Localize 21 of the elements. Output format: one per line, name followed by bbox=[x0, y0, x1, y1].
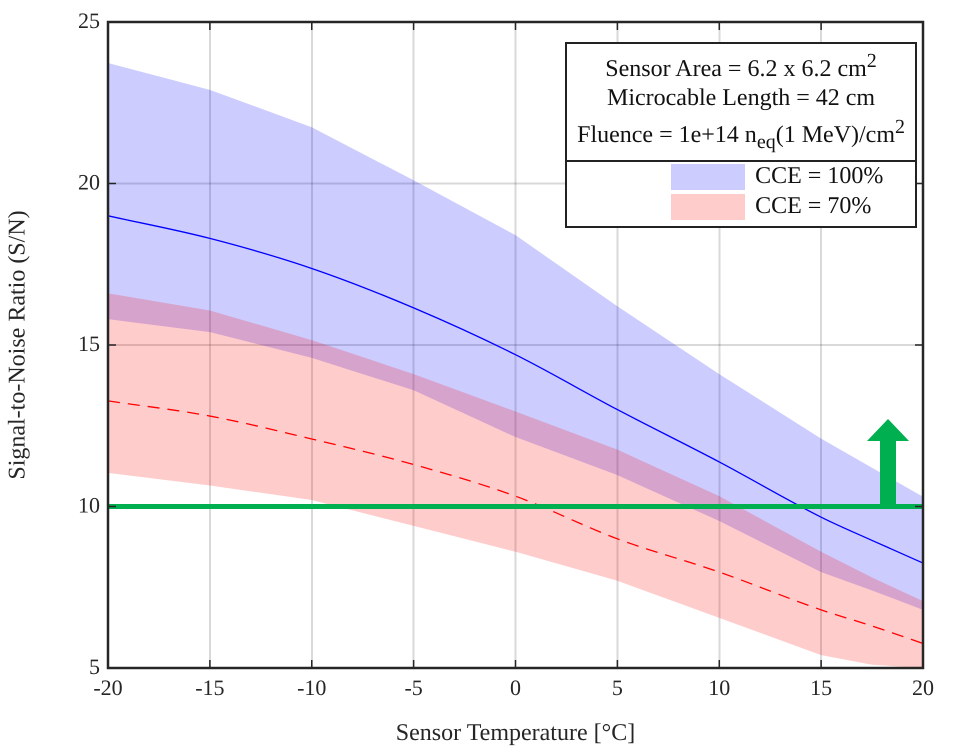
y-axis-title: Signal-to-Noise Ratio (S/N) bbox=[4, 210, 31, 480]
legend-label: CCE = 70% bbox=[755, 193, 872, 220]
x-tick-label: -10 bbox=[297, 674, 326, 700]
x-tick-label: 0 bbox=[510, 674, 521, 700]
y-tick-label: 10 bbox=[78, 492, 100, 518]
y-tick-label: 20 bbox=[78, 169, 100, 194]
x-axis-title: Sensor Temperature [°C] bbox=[396, 720, 636, 746]
annotation: Sensor Area = 6.2 x 6.2 cm$^{2}$ bbox=[605, 50, 877, 82]
x-tick-label: 10 bbox=[708, 674, 730, 700]
line-series bbox=[108, 400, 923, 644]
y-tick-label: 15 bbox=[78, 330, 100, 356]
x-tick-label: -5 bbox=[404, 674, 423, 700]
y-tick-label: 25 bbox=[78, 8, 100, 33]
line-series bbox=[108, 215, 923, 564]
x-tick-label: 15 bbox=[810, 674, 832, 700]
x-tick-label: -15 bbox=[195, 674, 225, 700]
legend-label: CCE = 100% bbox=[755, 163, 884, 190]
x-tick-label: 5 bbox=[612, 674, 623, 700]
annotation: Fluence = 1e+14 n$_{eq}$(1 MeV)/cm$^{2}$ bbox=[577, 116, 905, 153]
x-tick-label: 20 bbox=[912, 674, 934, 700]
annotation: Microcable Length = 42 cm bbox=[606, 85, 876, 111]
